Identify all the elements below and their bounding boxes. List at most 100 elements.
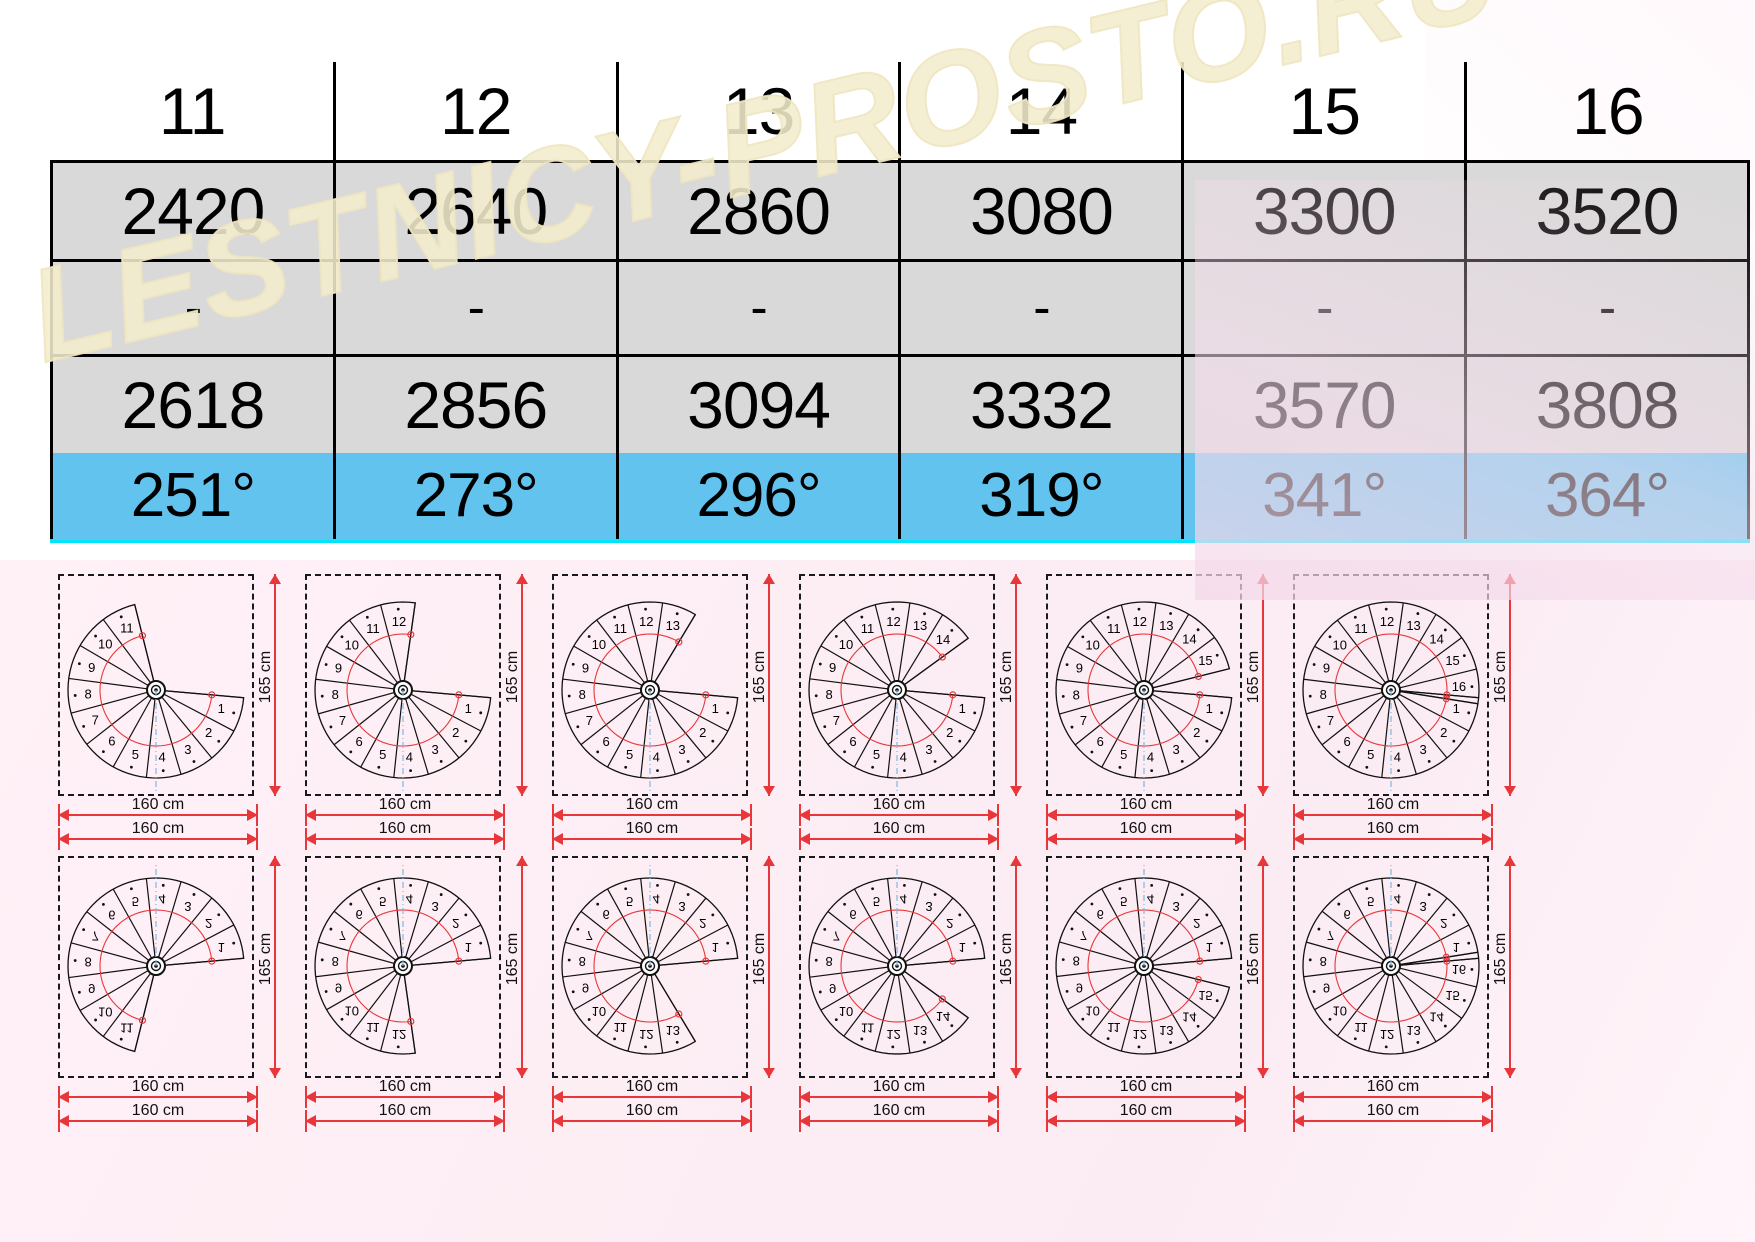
- plan-boundary-box: 1 2 3 4 5 6 7 8 9 10 11 12 13 14 15: [1046, 856, 1242, 1078]
- plan-boundary-box: 1 2 3 4 5 6 7 8 9 10 11 12 13 14 15: [1046, 574, 1242, 796]
- step-number-label: 11: [861, 621, 875, 636]
- horizontal-dimension-label: 160 cm: [872, 820, 926, 837]
- vertical-dimension-label: 165 cm: [504, 650, 521, 704]
- step-number-label: 15: [1445, 653, 1459, 668]
- step-number-label: 13: [1159, 618, 1173, 633]
- step-number-label: 14: [1429, 632, 1443, 647]
- step-number-label: 5: [1120, 747, 1127, 762]
- plan-16-top[interactable]: 1 2 3 4 5 6 7 8 9 10 11 12 13 14 15 16 165 cm 160 cm 160 c…: [1285, 560, 1531, 860]
- plan-12-bottom[interactable]: 1 2 3 4 5 6 7 8 9 10 11 12 165 cm 160 cm 160 cm: [297, 842, 543, 1142]
- dimension-line-horizontal: [552, 1096, 752, 1098]
- vertical-dimension: 165 cm: [1238, 856, 1272, 1078]
- step-number-label: 14: [1429, 1009, 1443, 1024]
- rotation-angle-row-cell-13: 296°: [615, 453, 902, 539]
- step-number-label: 4: [653, 750, 660, 765]
- separator-dash-row-cell-14: -: [898, 260, 1185, 357]
- horizontal-dimension-label: 160 cm: [1119, 820, 1173, 837]
- plan-12-top[interactable]: 1 2 3 4 5 6 7 8 9 10 11 12 165 cm 160 cm 160 cm: [297, 560, 543, 860]
- dimension-line-horizontal: [305, 1120, 505, 1122]
- step-number-label: 10: [1085, 637, 1099, 652]
- step-number-label: 12: [639, 1027, 653, 1042]
- dimension-line-horizontal: [799, 838, 999, 840]
- dimension-arrow-bottom: [269, 1068, 281, 1078]
- horizontal-dimension-label: 160 cm: [378, 1078, 432, 1095]
- plan-14-bottom[interactable]: 1 2 3 4 5 6 7 8 9 10 11 12 13 14 165 cm 160 cm 160 cm: [791, 842, 1037, 1142]
- step-number-label: 9: [582, 660, 589, 675]
- step-number-label: 5: [626, 747, 633, 762]
- step-number-label: 10: [98, 1004, 112, 1019]
- step-number-label: 7: [339, 713, 346, 728]
- step-number-label: 11: [614, 1020, 628, 1035]
- rotation-angle-row-cell-12: 273°: [332, 453, 619, 539]
- horizontal-dimension-label: 160 cm: [378, 1102, 432, 1119]
- step-number-label: 10: [345, 637, 359, 652]
- dimension-line-horizontal: [305, 1096, 505, 1098]
- step-number-label: 3: [678, 899, 685, 914]
- vertical-dimension: 165 cm: [744, 856, 778, 1078]
- step-number-label: 7: [833, 713, 840, 728]
- step-number-label: 10: [839, 637, 853, 652]
- staircase-plan-drawing: 123 4 5 678 910 11: [67, 862, 245, 1053]
- separator-dash-row-cell-11: -: [50, 260, 336, 357]
- step-number-label: 1: [218, 940, 225, 955]
- step-number-label: 2: [1193, 916, 1200, 931]
- step-number-label: 5: [1367, 894, 1374, 909]
- step-number-label: 16: [1452, 679, 1466, 694]
- step-number-label: 5: [626, 894, 633, 909]
- vertical-dimension: 165 cm: [991, 856, 1025, 1078]
- plan-14-top[interactable]: 1 2 3 4 5 6 7 8 9 10 11 12 13 14 165 cm 160 cm 160 cm: [791, 560, 1037, 860]
- horizontal-dimension-label: 160 cm: [1366, 820, 1420, 837]
- height-min-row-cell-11: 2420: [50, 161, 336, 262]
- horizontal-dimension-2: 160 cm: [58, 1102, 258, 1132]
- step-number-label: 12: [1133, 1027, 1147, 1042]
- horizontal-dimension-label: 160 cm: [625, 1078, 679, 1095]
- horizontal-dimension-2: 160 cm: [552, 1102, 752, 1132]
- step-number-label: 6: [849, 907, 856, 922]
- dimension-line-horizontal: [799, 814, 999, 816]
- step-number-label: 3: [184, 742, 191, 757]
- step-number-label: 2: [452, 916, 459, 931]
- rotation-angle-row: 251° 273° 296° 319° 341° 364°: [50, 453, 1750, 539]
- plan-11-bottom[interactable]: 1 2 3 4 5 6 7 8 9 10 11 165 cm 160 cm 160 cm: [50, 842, 296, 1142]
- step-number-label: 3: [1172, 899, 1179, 914]
- step-number-label: 4: [158, 891, 165, 906]
- step-number-label: 4: [1147, 891, 1154, 906]
- plan-15-top[interactable]: 1 2 3 4 5 6 7 8 9 10 11 12 13 14 15 165 cm 160 cm 160 cm: [1038, 560, 1284, 860]
- specs-table-body: 11 12 13 14 15 16 2420 2640 2860 3080 3300 3520- - - -…: [50, 62, 1750, 539]
- step-count-row-cell-16: 16: [1464, 62, 1749, 163]
- plan-boundary-box: 1 2 3 4 5 6 7 8 9 10 11 12 13: [552, 574, 748, 796]
- step-number-label: 2: [946, 725, 953, 740]
- staircase-plan-grid: 1 2 3 4 5 6 7 8 9 10 11 165 cm 160 cm 160 cm 1 2 3 4 5 6 7 8 9…: [0, 560, 1755, 1242]
- plan-15-bottom[interactable]: 1 2 3 4 5 6 7 8 9 10 11 12 13 14 15 165 cm 160 cm 160 cm: [1038, 842, 1284, 1142]
- step-number-label: 3: [678, 742, 685, 757]
- plan-13-top[interactable]: 1 2 3 4 5 6 7 8 9 10 11 12 13 165 cm 160 cm 160 cm: [544, 560, 790, 860]
- horizontal-dimension-label: 160 cm: [625, 796, 679, 813]
- step-number-label: 4: [1394, 891, 1401, 906]
- rotation-angle-row-cell-15: 341°: [1181, 453, 1468, 539]
- step-number-label: 1: [712, 701, 719, 716]
- step-number-label: 11: [1107, 1020, 1121, 1035]
- step-number-label: 6: [849, 734, 856, 749]
- step-number-label: 7: [1080, 928, 1087, 943]
- plan-11-top[interactable]: 1 2 3 4 5 6 7 8 9 10 11 165 cm 160 cm 160 cm: [50, 560, 296, 860]
- step-number-label: 4: [1394, 750, 1401, 765]
- step-number-label: 14: [1182, 1010, 1196, 1025]
- step-number-label: 9: [88, 981, 95, 996]
- step-number-label: 16: [1452, 962, 1466, 977]
- horizontal-dimension-label: 160 cm: [131, 1102, 185, 1119]
- step-number-label: 8: [1320, 954, 1327, 969]
- step-number-label: 6: [1097, 907, 1104, 922]
- vertical-dimension: 165 cm: [744, 574, 778, 796]
- step-number-label: 6: [1097, 734, 1104, 749]
- step-number-label: 8: [579, 954, 586, 969]
- separator-dash-row-cell-12: -: [332, 260, 619, 357]
- step-number-label: 2: [946, 916, 953, 931]
- plan-13-bottom[interactable]: 1 2 3 4 5 6 7 8 9 10 11 12 13 165 cm 160 cm 160 cm: [544, 842, 790, 1142]
- step-number-label: 12: [1380, 614, 1394, 629]
- dimension-line-horizontal: [58, 814, 258, 816]
- vertical-dimension-label: 165 cm: [257, 650, 274, 704]
- step-number-label: 8: [85, 954, 92, 969]
- plan-16-bottom[interactable]: 1 2 3 4 5 6 7 8 9 10 11 12 13 14 15 16 165 cm 160 cm 160 c…: [1285, 842, 1531, 1142]
